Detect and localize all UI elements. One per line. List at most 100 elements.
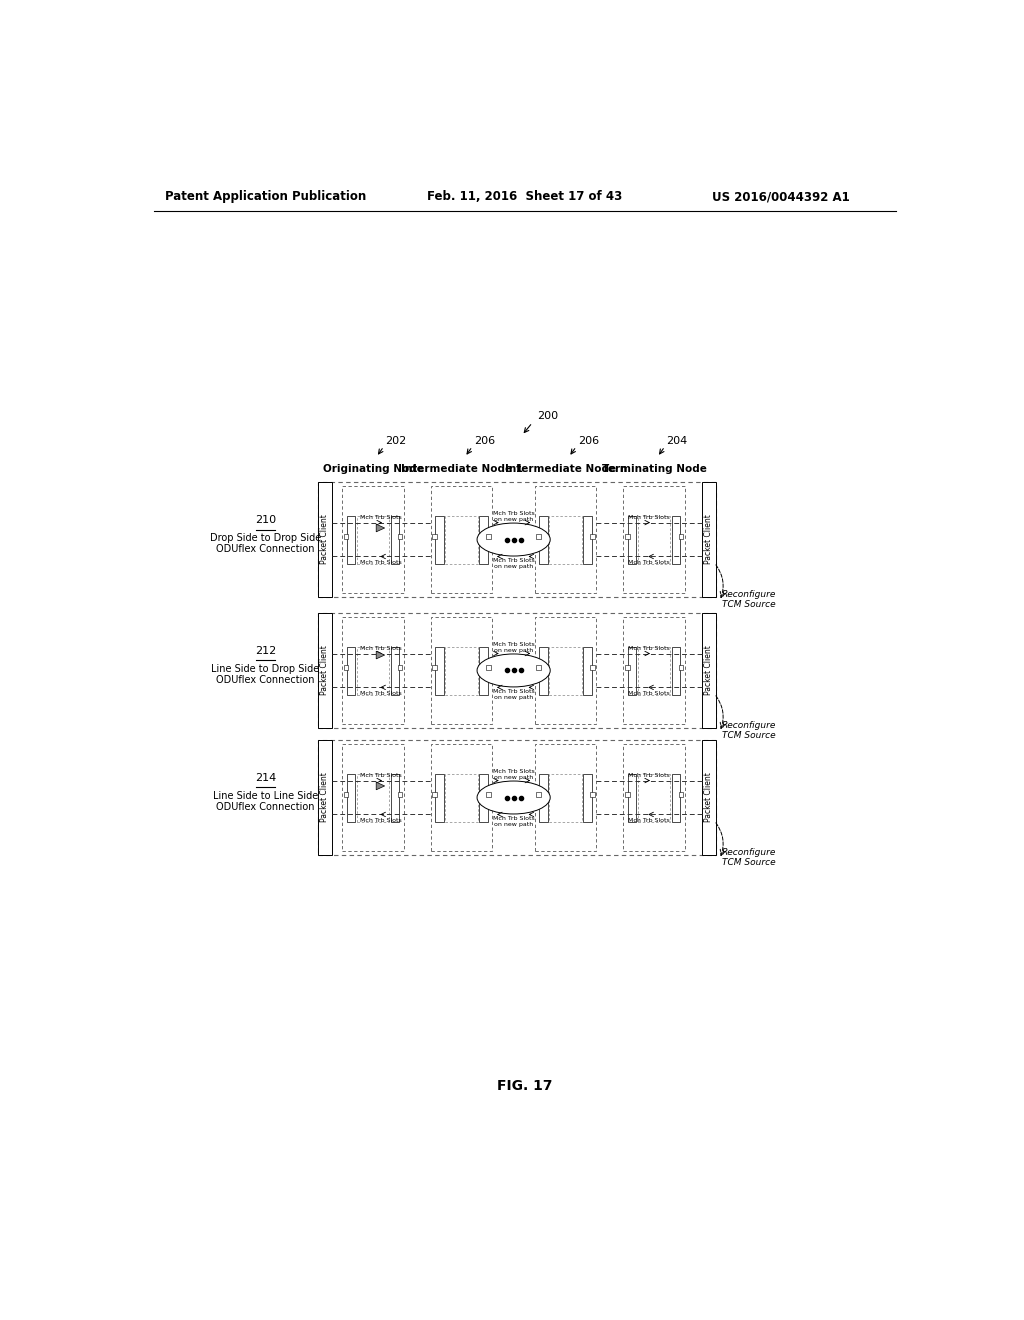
Text: 204: 204	[667, 436, 688, 446]
Text: Reconfigure
TCM Source: Reconfigure TCM Source	[722, 847, 776, 867]
Bar	[357, 774, 389, 822]
Bar	[445, 774, 478, 822]
Bar	[625, 792, 630, 797]
Bar	[537, 535, 541, 539]
Bar	[590, 665, 595, 669]
Text: Mch Trb Slots: Mch Trb Slots	[360, 645, 402, 651]
Text: Packet Client: Packet Client	[705, 645, 714, 696]
Bar	[624, 743, 685, 851]
Text: Feb. 11, 2016  Sheet 17 of 43: Feb. 11, 2016 Sheet 17 of 43	[427, 190, 623, 203]
Text: 210: 210	[255, 515, 275, 525]
Bar	[432, 535, 437, 539]
Bar	[317, 739, 332, 855]
Bar	[391, 516, 399, 565]
Text: Mch Trb Slots: Mch Trb Slots	[629, 818, 670, 824]
Text: Line Side to Drop Side
ODUflex Connection: Line Side to Drop Side ODUflex Connectio…	[211, 664, 319, 685]
Bar	[445, 516, 478, 565]
Text: Patent Application Publication: Patent Application Publication	[165, 190, 366, 203]
Bar	[625, 665, 630, 669]
Bar	[672, 516, 680, 565]
Bar	[486, 535, 490, 539]
Bar	[535, 486, 596, 594]
Bar	[679, 535, 683, 539]
Bar	[397, 535, 402, 539]
Text: Packet Client: Packet Client	[321, 772, 329, 822]
Text: Mch Trb Slots: Mch Trb Slots	[629, 645, 670, 651]
Text: Mch Trb Slots: Mch Trb Slots	[360, 772, 402, 777]
Text: Mch Trb Slots: Mch Trb Slots	[360, 515, 402, 520]
Bar	[535, 616, 596, 725]
Bar	[638, 516, 671, 565]
Bar	[672, 647, 680, 696]
Text: Mch Trb Slots: Mch Trb Slots	[629, 692, 670, 696]
Bar	[628, 647, 637, 696]
Bar	[584, 647, 592, 696]
Bar	[535, 743, 596, 851]
Bar	[479, 647, 487, 696]
Bar	[317, 482, 332, 598]
Bar	[432, 792, 437, 797]
Text: Mch Trb Slots: Mch Trb Slots	[360, 818, 402, 824]
Bar	[431, 743, 493, 851]
Bar	[679, 792, 683, 797]
Text: Drop Side to Drop Side
ODUflex Connection: Drop Side to Drop Side ODUflex Connectio…	[210, 532, 321, 554]
Bar	[701, 612, 716, 729]
Text: Reconfigure
TCM Source: Reconfigure TCM Source	[722, 590, 776, 609]
Bar	[435, 516, 444, 565]
Text: Originating Node: Originating Node	[323, 463, 424, 474]
Bar	[624, 486, 685, 594]
Bar	[344, 535, 348, 539]
Bar	[435, 774, 444, 822]
Text: Mch Trb Slots: Mch Trb Slots	[360, 692, 402, 696]
Bar	[435, 647, 444, 696]
Bar	[584, 774, 592, 822]
Bar	[317, 612, 716, 729]
Bar	[344, 665, 348, 669]
Bar	[638, 774, 671, 822]
Ellipse shape	[477, 781, 550, 814]
Text: FIG. 17: FIG. 17	[497, 1080, 553, 1093]
Text: US 2016/0044392 A1: US 2016/0044392 A1	[713, 190, 850, 203]
Bar	[537, 665, 541, 669]
Bar	[342, 743, 403, 851]
Bar	[550, 774, 582, 822]
Bar	[397, 792, 402, 797]
Text: Mch Trb Slots
on new path: Mch Trb Slots on new path	[493, 770, 535, 780]
Bar	[590, 792, 595, 797]
Text: 206: 206	[474, 436, 496, 446]
Text: 202: 202	[385, 436, 407, 446]
Bar	[342, 616, 403, 725]
Bar	[479, 774, 487, 822]
Bar	[628, 774, 637, 822]
Bar	[679, 665, 683, 669]
Text: Mch Trb Slots: Mch Trb Slots	[629, 515, 670, 520]
Bar	[397, 665, 402, 669]
Text: Mch Trb Slots
on new path: Mch Trb Slots on new path	[493, 816, 535, 826]
Bar	[672, 774, 680, 822]
Bar	[357, 647, 389, 696]
Bar	[479, 516, 487, 565]
Text: Packet Client: Packet Client	[321, 645, 329, 696]
Bar	[584, 516, 592, 565]
Text: 206: 206	[578, 436, 599, 446]
Bar	[391, 774, 399, 822]
Bar	[347, 774, 355, 822]
Text: Terminating Node: Terminating Node	[602, 463, 707, 474]
Text: Mch Trb Slots: Mch Trb Slots	[629, 772, 670, 777]
Bar	[701, 482, 716, 598]
Bar	[590, 535, 595, 539]
Bar	[317, 482, 716, 598]
Bar	[431, 616, 493, 725]
Text: Intermediate Node 1: Intermediate Node 1	[400, 463, 522, 474]
Bar	[638, 647, 671, 696]
Bar	[347, 516, 355, 565]
Text: 214: 214	[255, 774, 275, 783]
Bar	[344, 792, 348, 797]
Ellipse shape	[477, 653, 550, 686]
Bar	[628, 516, 637, 565]
Text: Line Side to Line Side
ODUflex Connection: Line Side to Line Side ODUflex Connectio…	[213, 791, 317, 812]
Bar	[445, 647, 478, 696]
Bar	[540, 647, 548, 696]
Bar	[432, 665, 437, 669]
Text: Mch Trb Slots: Mch Trb Slots	[629, 560, 670, 565]
